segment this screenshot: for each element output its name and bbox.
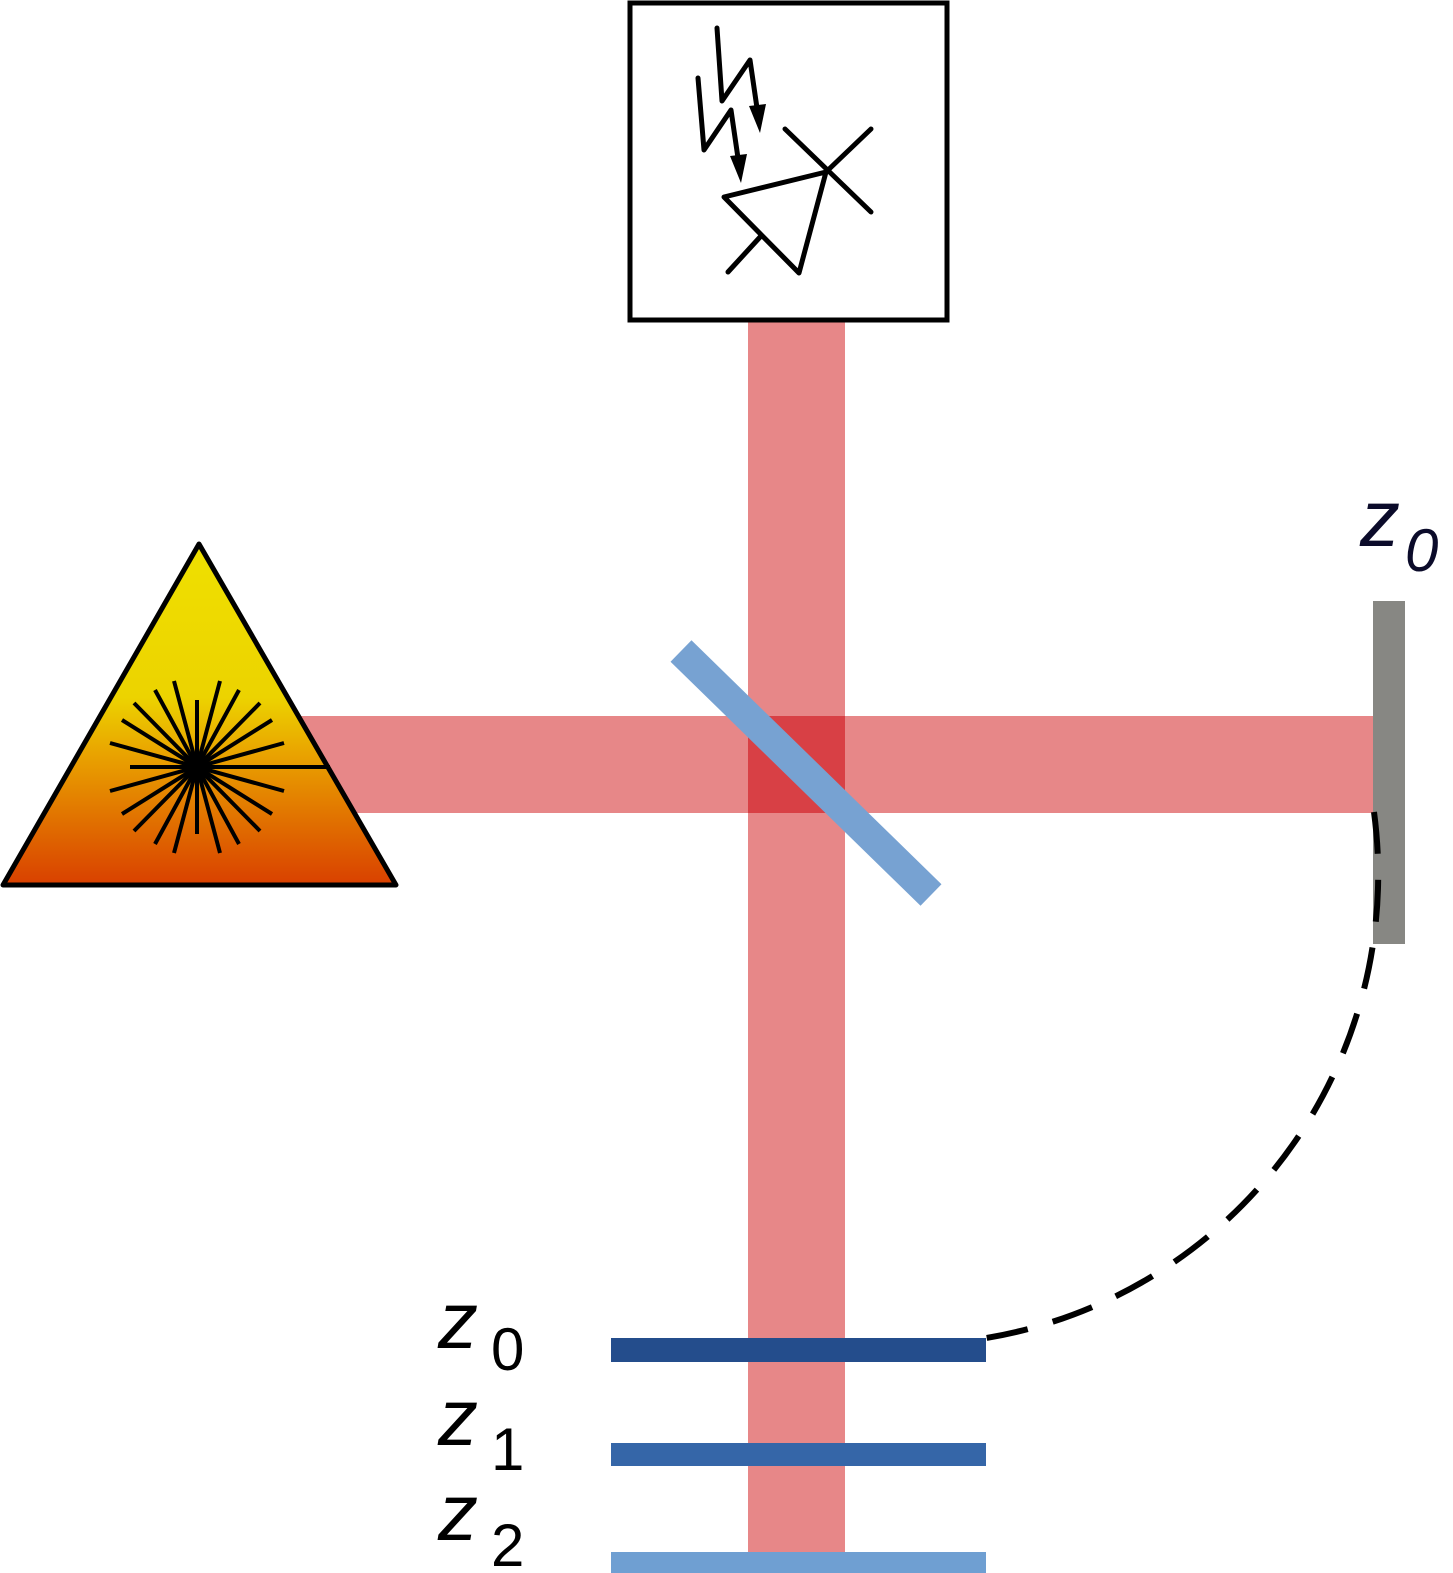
laser-warning-icon <box>0 541 399 888</box>
sample-plane-z1-label: z 1 <box>437 1373 524 1483</box>
beam-splitter <box>670 640 942 906</box>
sample-plane-z0 <box>611 1338 986 1362</box>
vertical-beam <box>748 316 845 1573</box>
sample-plane-z0-label: z 0 <box>437 1276 524 1383</box>
svg-text:z: z <box>437 1468 478 1557</box>
sample-plane-z1 <box>611 1443 986 1466</box>
svg-text:0: 0 <box>1405 517 1438 584</box>
svg-text:z: z <box>1359 474 1400 563</box>
equivalent-plane-arc <box>869 811 1382 1348</box>
sample-plane-z2 <box>611 1552 986 1573</box>
svg-text:z: z <box>437 1373 478 1462</box>
photodiode-icon <box>627 0 950 323</box>
sample-plane-z2-label: z 2 <box>437 1468 524 1573</box>
svg-text:z: z <box>437 1276 478 1365</box>
svg-text:0: 0 <box>491 1316 524 1383</box>
svg-text:2: 2 <box>491 1512 524 1573</box>
reference-mirror-label: z 0 <box>1359 474 1438 584</box>
svg-text:1: 1 <box>491 1416 524 1483</box>
